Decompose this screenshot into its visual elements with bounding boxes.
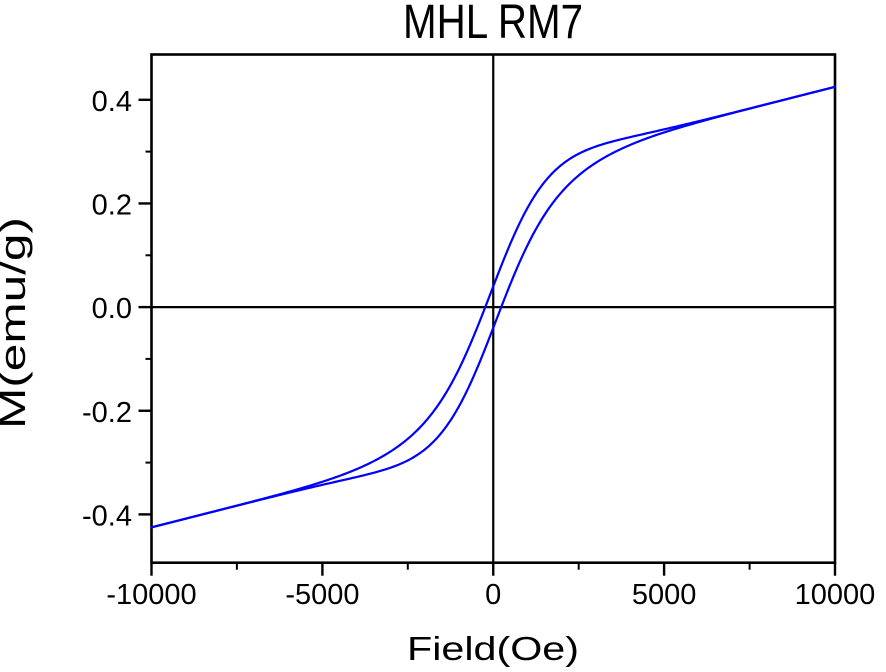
svg-text:0: 0: [485, 579, 501, 611]
svg-text:Field(Oe): Field(Oe): [407, 630, 579, 667]
svg-text:-10000: -10000: [106, 579, 196, 611]
svg-text:10000: 10000: [795, 579, 876, 611]
svg-text:-0.2: -0.2: [82, 397, 132, 429]
svg-text:MHL RM7: MHL RM7: [403, 0, 583, 49]
svg-text:-5000: -5000: [285, 579, 359, 611]
svg-text:0.0: 0.0: [92, 293, 132, 325]
svg-text:-0.4: -0.4: [82, 501, 132, 533]
svg-text:M(emu/g): M(emu/g): [0, 217, 33, 429]
svg-text:5000: 5000: [632, 579, 697, 611]
svg-text:0.4: 0.4: [92, 86, 132, 118]
svg-text:0.2: 0.2: [92, 190, 132, 222]
